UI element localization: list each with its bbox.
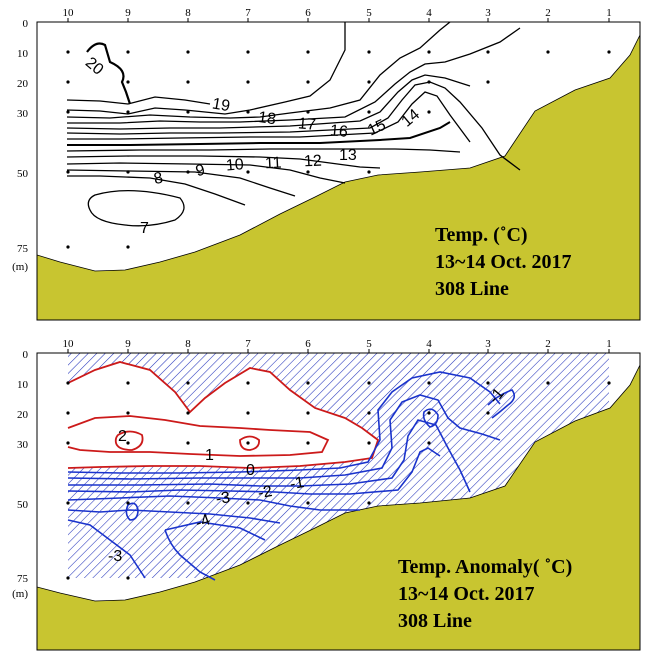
bottom-tick-marks [67,349,610,353]
top-title-block: Temp. (˚C) 13~14 Oct. 2017 308 Line [435,224,572,300]
contour-label: 2 [118,428,127,445]
top-station-tick: 10 [63,7,75,19]
top-contours [66,22,521,227]
top-depth-tick: 10 [17,48,29,60]
bottom-title-block: Temp. Anomaly( ˚C) 13~14 Oct. 2017 308 L… [398,556,572,632]
bottom-station-tick: 7 [245,338,251,350]
contour-label: 14 [399,106,424,131]
contour-label: 0 [246,462,255,479]
top-station-dots [66,50,611,249]
contour-label: 16 [329,122,348,140]
top-depth-ticks: 0 10 20 30 50 75 (m) [12,18,28,273]
bottom-depth-tick: 10 [17,379,29,391]
contour-label: 1 [205,447,214,464]
top-station-ticks: 10 9 8 7 6 5 4 3 2 1 [63,7,612,19]
contour-label: -1 [289,474,306,493]
bottom-depth-tick: 20 [17,409,29,421]
bottom-depth-ticks: 0 10 20 30 50 75 (m) [12,349,28,600]
temperature-panel: 10 9 8 7 6 5 4 3 2 1 0 10 20 30 50 75 ( [12,7,641,321]
top-station-tick: 1 [606,7,612,19]
top-station-tick: 3 [485,7,491,19]
contour-label: 18 [257,109,277,128]
bottom-depth-tick: 30 [17,439,29,451]
top-depth-unit: (m) [12,261,28,273]
bottom-depth-tick: 75 [17,573,29,585]
bottom-station-tick: 5 [366,338,372,350]
top-depth-tick: 20 [17,78,29,90]
top-depth-tick: 0 [23,18,29,30]
contour-label: 10 [225,156,244,174]
top-station-tick: 4 [426,7,432,19]
contour-label: -2 [257,483,274,502]
bottom-station-tick: 2 [545,338,551,350]
contour-label: 11 [265,155,283,173]
bottom-station-tick: 1 [606,338,612,350]
contour-label: 8 [152,170,164,188]
top-station-tick: 2 [545,7,551,19]
bottom-station-dots [66,381,611,580]
bottom-bathymetry [37,364,640,650]
bottom-station-tick: 8 [185,338,191,350]
top-date: 13~14 Oct. 2017 [435,251,572,273]
bottom-depth-tick: 0 [23,349,29,361]
bottom-depth-tick: 50 [17,499,29,511]
top-station-tick: 9 [125,7,131,19]
positive-anomaly-region [68,362,378,468]
bottom-station-tick: 10 [63,338,75,350]
positive-contours [67,361,380,469]
top-depth-tick: 50 [17,168,29,180]
contour-label: 12 [304,152,323,170]
bottom-depth-unit: (m) [12,588,28,600]
negative-contours [67,371,516,581]
contour-label: -3 [215,489,232,508]
bottom-panel-frame [36,352,641,651]
bottom-title: Temp. Anomaly( ˚C) [398,556,572,578]
contour-label: 9 [194,162,207,181]
bottom-station-ticks: 10 9 8 7 6 5 4 3 2 1 [63,338,612,350]
top-title: Temp. (˚C) [435,224,528,246]
contour-label: -4 [193,511,212,532]
top-station-tick: 8 [185,7,191,19]
bottom-station-tick: 3 [485,338,491,350]
bottom-line: 308 Line [398,610,472,632]
contour-label: 7 [140,220,149,237]
bottom-station-tick: 4 [426,338,432,350]
bottom-contour-labels: 2 1 0 -1 -2 -3 -4 -3 -1 [108,385,508,565]
bottom-date: 13~14 Oct. 2017 [398,583,535,605]
top-station-tick: 6 [305,7,311,19]
anomaly-panel: 10 9 8 7 6 5 4 3 2 1 0 10 20 30 50 75 (m… [12,338,641,651]
top-bathymetry [37,34,640,320]
contour-label: -3 [108,548,122,565]
contour-label: 17 [297,115,316,133]
contour-label: 13 [339,147,357,164]
top-station-tick: 7 [245,7,251,19]
top-depth-tick: 75 [17,243,29,255]
contour-label: 19 [211,95,232,115]
contour-label: 20 [82,54,107,79]
top-station-tick: 5 [366,7,372,19]
top-tick-marks [67,18,610,22]
top-depth-tick: 30 [17,108,29,120]
bottom-station-tick: 6 [305,338,311,350]
top-panel-frame [36,21,641,321]
bottom-station-tick: 9 [125,338,131,350]
contour-label: 15 [365,117,388,140]
top-line: 308 Line [435,278,509,300]
